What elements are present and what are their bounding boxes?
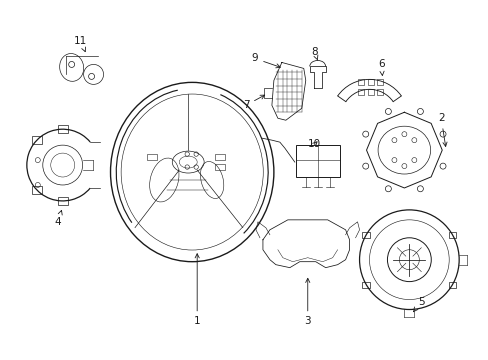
Text: 9: 9 (251, 54, 280, 68)
Bar (362, 282, 369, 288)
Bar (377, 80, 383, 85)
Bar (447, 282, 455, 288)
Text: 1: 1 (193, 254, 200, 327)
Bar (377, 89, 383, 95)
Text: 6: 6 (377, 59, 384, 76)
Bar (215, 164, 224, 170)
Bar (357, 89, 363, 95)
Text: 2: 2 (437, 113, 446, 147)
Bar (58, 197, 67, 205)
Bar (295, 145, 339, 177)
Text: 10: 10 (307, 139, 321, 149)
Text: 11: 11 (74, 36, 87, 51)
Text: 3: 3 (304, 278, 310, 327)
Bar (147, 154, 157, 160)
Bar (367, 89, 373, 95)
Bar (367, 80, 373, 85)
Bar (32, 136, 42, 144)
Bar (362, 232, 369, 238)
Bar (357, 80, 363, 85)
Text: 4: 4 (54, 210, 62, 227)
Text: 8: 8 (311, 48, 317, 60)
Bar (447, 232, 455, 238)
Bar (215, 154, 224, 160)
Bar (58, 125, 67, 133)
Bar (32, 186, 42, 194)
Text: 7: 7 (242, 95, 264, 110)
Text: 5: 5 (413, 297, 424, 312)
